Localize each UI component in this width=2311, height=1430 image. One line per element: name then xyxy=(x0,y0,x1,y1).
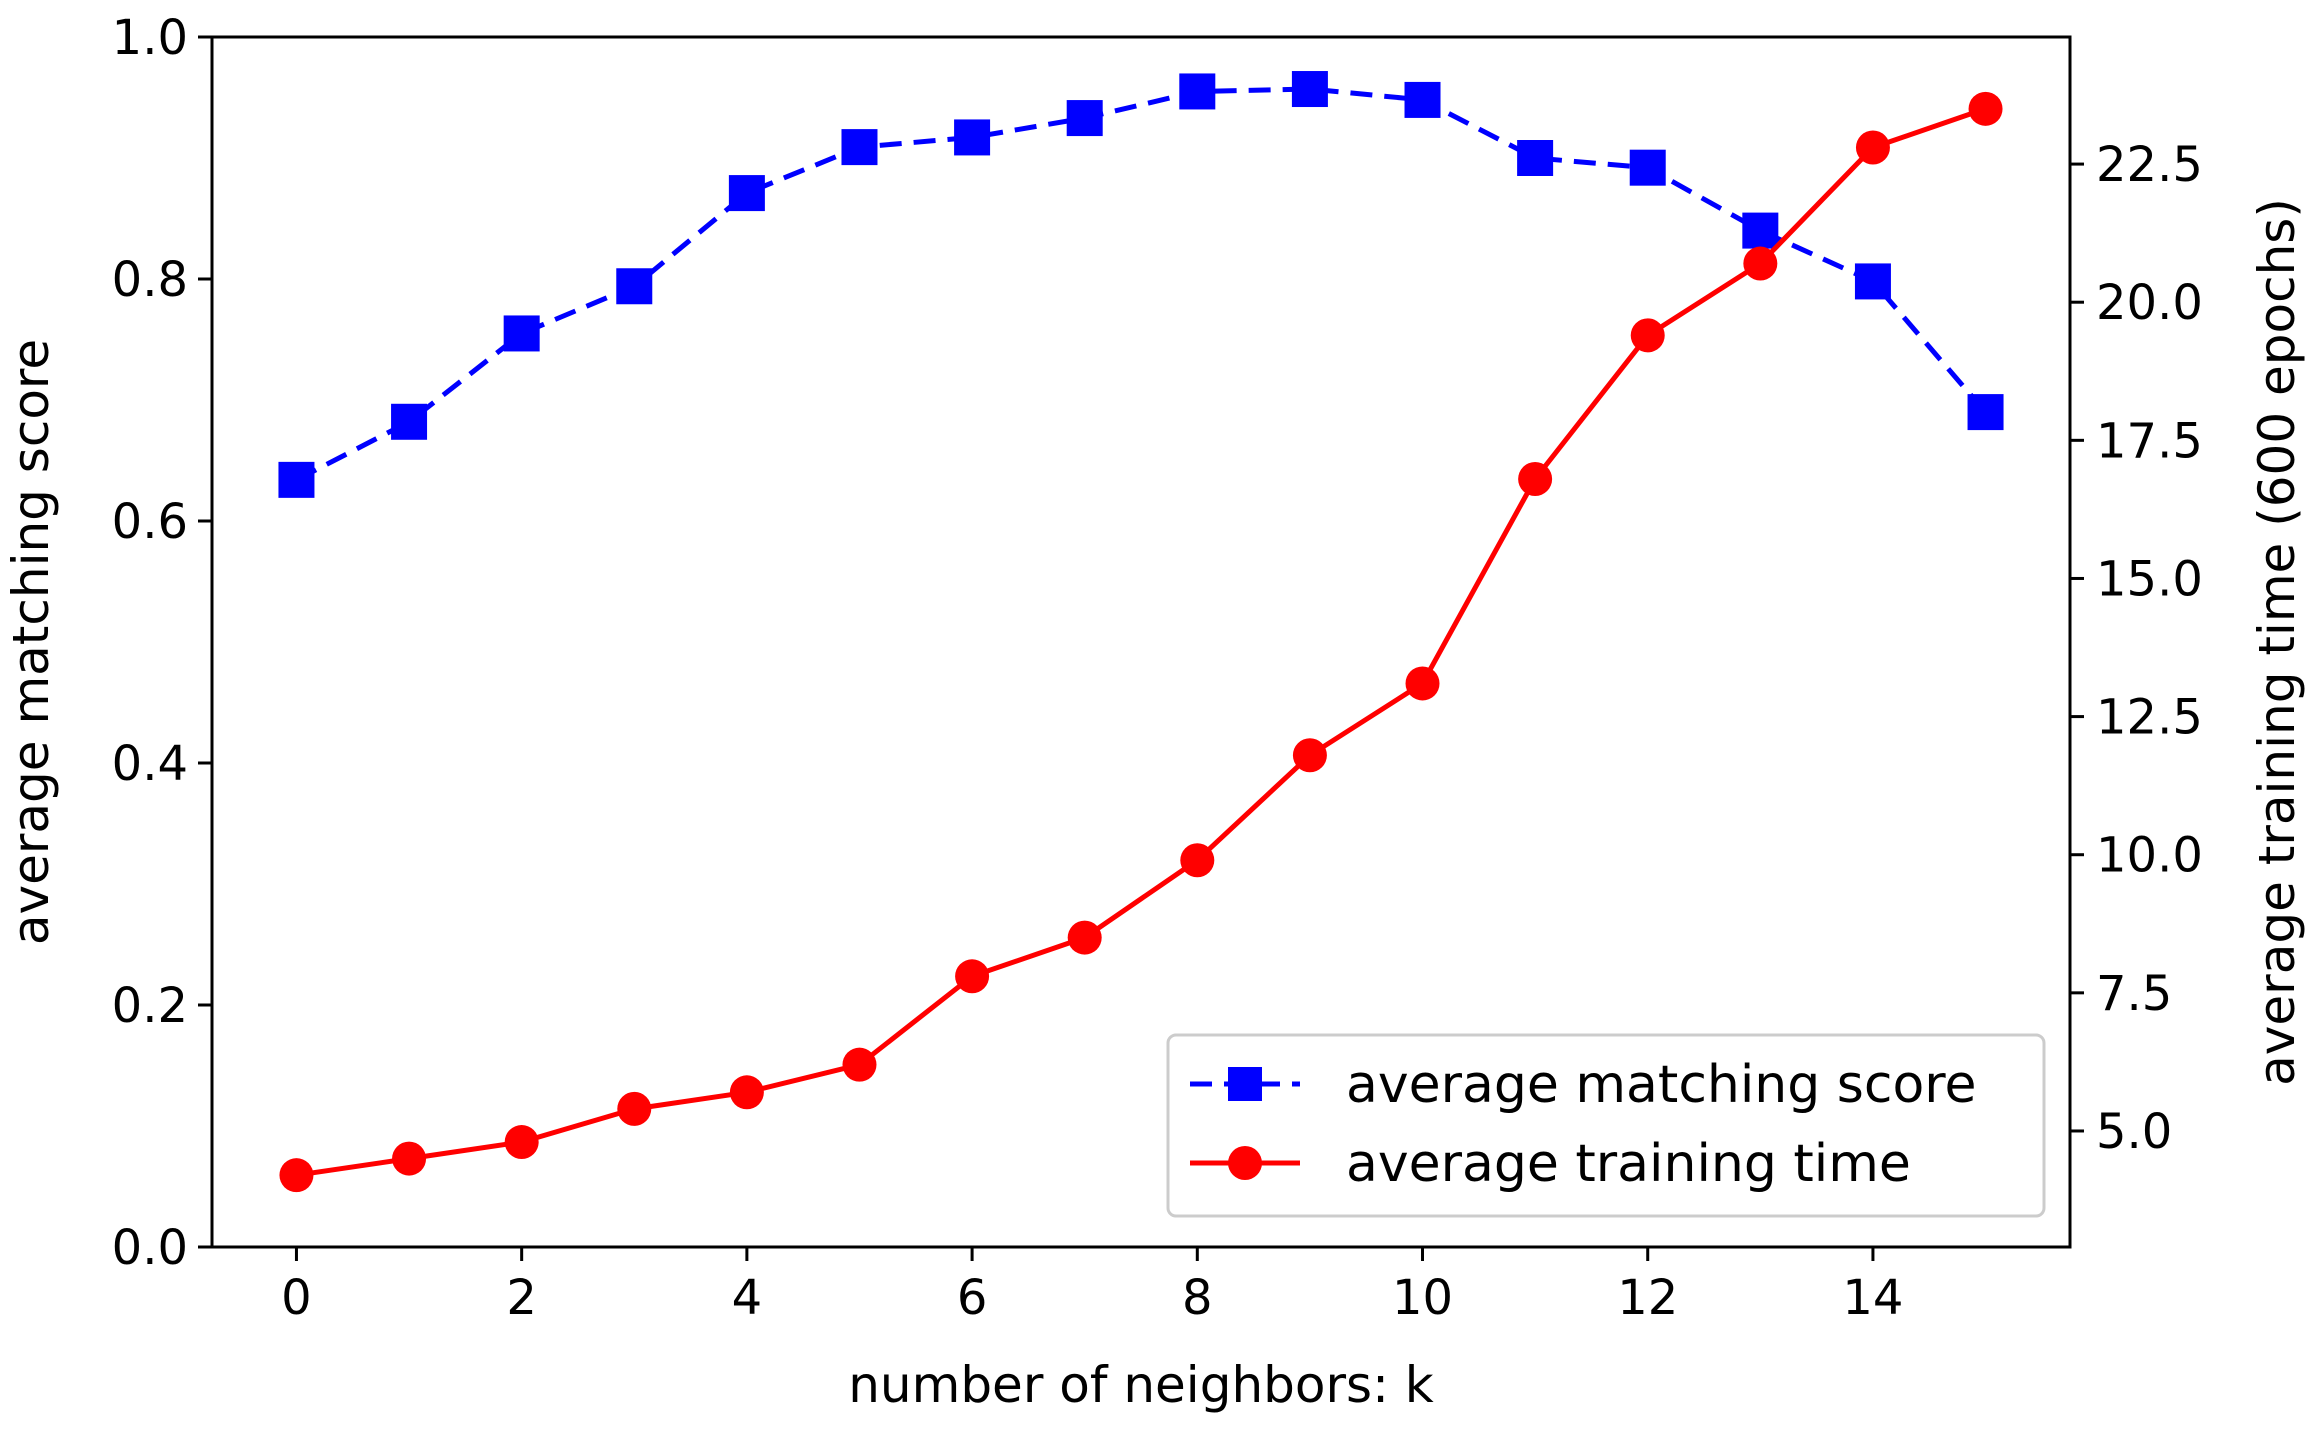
series-line-average-training-time xyxy=(296,106,1987,1178)
data-point-average-matching-score xyxy=(1742,212,1779,249)
series-layer xyxy=(278,71,2004,1193)
y2-tick-label: 5.0 xyxy=(2096,1104,2172,1160)
y-tick-label: 1.0 xyxy=(112,10,188,66)
legend-box xyxy=(1166,1033,2046,1218)
data-point-average-matching-score xyxy=(616,268,653,305)
data-point-average-matching-score xyxy=(1854,263,1891,300)
x-tick-label: 14 xyxy=(1842,1270,1903,1326)
data-point-average-matching-score xyxy=(1404,81,1441,118)
x-tick-label: 8 xyxy=(1182,1270,1213,1326)
axes-layer: 0 2 4 6 8 10 12 14 0.0 0.2 0.4 0.6 0.8 1.0 5.0 7.5 10.0 1… xyxy=(112,10,2203,1326)
y2-tick-label: 20.0 xyxy=(2096,275,2203,331)
y2-tick-label: 22.5 xyxy=(2096,137,2203,193)
x-tick-label: 0 xyxy=(281,1270,312,1326)
legend-marker-circle xyxy=(1228,1146,1262,1180)
y-axis-label: average matching score xyxy=(2,339,60,945)
plot-frame xyxy=(210,35,2072,1249)
data-point-average-training-time xyxy=(392,1141,427,1176)
legend-marker-square xyxy=(1228,1067,1262,1101)
data-point-average-training-time xyxy=(1518,462,1553,497)
x-tick-label: 10 xyxy=(1392,1270,1453,1326)
y2-tick-label: 10.0 xyxy=(2096,828,2203,884)
y2-tick-label: 12.5 xyxy=(2096,690,2203,746)
x-tick-label: 6 xyxy=(957,1270,988,1326)
x-tick-label: 12 xyxy=(1617,1270,1678,1326)
data-point-average-matching-score xyxy=(278,461,315,498)
y-tick-label: 0.2 xyxy=(112,978,188,1034)
series-line-average-matching-score xyxy=(295,86,1988,483)
y2-tick-label: 17.5 xyxy=(2096,413,2203,469)
data-point-average-matching-score xyxy=(1179,73,1216,110)
data-point-average-training-time xyxy=(1968,91,2003,126)
data-point-average-training-time xyxy=(1067,920,1102,955)
data-point-average-matching-score xyxy=(503,315,540,352)
legend: average matching score average training … xyxy=(1166,1033,2046,1218)
x-axis-label: number of neighbors: k xyxy=(848,1356,1434,1414)
data-point-average-training-time xyxy=(1743,246,1778,281)
data-point-average-training-time xyxy=(1855,130,1890,165)
data-point-average-matching-score xyxy=(954,119,991,156)
data-point-average-matching-score xyxy=(1517,140,1554,176)
y-tick-label: 0.4 xyxy=(112,736,188,792)
y-tick-label: 0.8 xyxy=(112,252,188,308)
y-tick-label: 0.0 xyxy=(112,1220,188,1276)
data-point-average-training-time xyxy=(729,1075,764,1110)
data-point-average-matching-score xyxy=(1066,100,1103,137)
y2-tick-label: 7.5 xyxy=(2096,966,2172,1022)
x-tick-label: 4 xyxy=(732,1270,763,1326)
legend-label-training-time: average training time xyxy=(1346,1134,1911,1194)
data-point-average-training-time xyxy=(1292,738,1327,773)
data-point-average-training-time xyxy=(504,1125,539,1160)
y-tick-label: 0.6 xyxy=(112,494,188,550)
legend-label-matching-score: average matching score xyxy=(1346,1055,1977,1115)
data-point-average-training-time xyxy=(955,959,990,994)
data-point-average-training-time xyxy=(842,1047,877,1082)
data-point-average-matching-score xyxy=(728,175,765,212)
data-point-average-matching-score xyxy=(1967,394,2004,431)
y2-tick-label: 15.0 xyxy=(2096,551,2203,607)
data-point-average-matching-score xyxy=(1629,149,1666,186)
data-point-average-training-time xyxy=(279,1158,314,1193)
data-point-average-matching-score xyxy=(391,403,428,440)
data-point-average-training-time xyxy=(1630,318,1665,353)
data-point-average-matching-score xyxy=(841,129,878,166)
y2-axis-label: average training time (600 epochs) xyxy=(2248,198,2306,1086)
data-point-average-training-time xyxy=(617,1091,652,1126)
data-point-average-training-time xyxy=(1405,666,1440,701)
data-point-average-training-time xyxy=(1180,843,1215,878)
x-tick-label: 2 xyxy=(506,1270,537,1326)
data-point-average-matching-score xyxy=(1291,71,1328,108)
